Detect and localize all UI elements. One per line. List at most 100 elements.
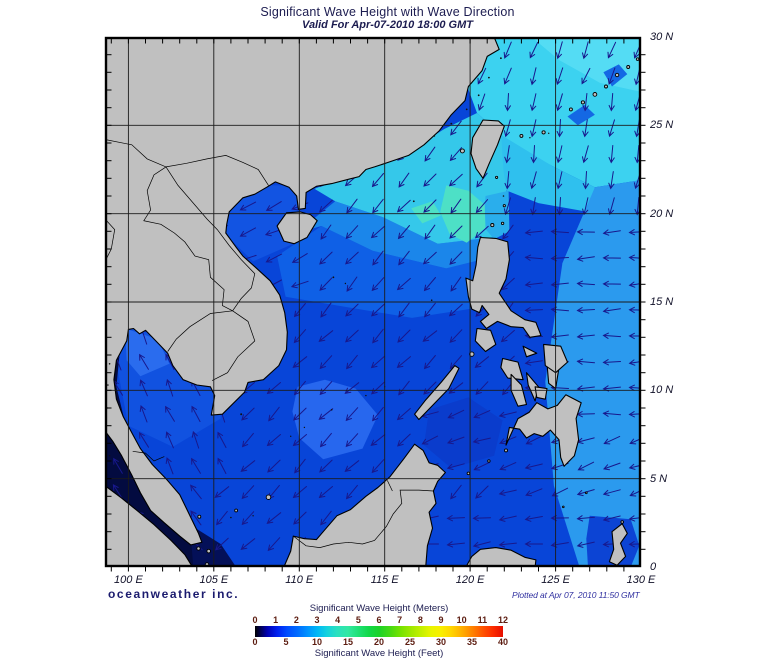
island-tioman — [197, 514, 202, 519]
lat-tick-label: 30 N — [650, 31, 674, 43]
land-sumatra — [105, 485, 194, 567]
islet-scarborough — [430, 299, 433, 302]
feet-tick: 5 — [283, 637, 289, 647]
country-borders — [105, 139, 434, 548]
land-cebu — [525, 372, 540, 402]
feet-tick: 0 — [252, 637, 258, 647]
islet-spratly-1 — [330, 409, 333, 411]
island-ryukyu-3 — [614, 72, 620, 78]
island-batan — [502, 204, 506, 208]
land-hainan — [276, 211, 318, 245]
land-halmahera — [608, 523, 628, 566]
map-plot — [104, 36, 646, 572]
islet-spratly-2 — [303, 426, 306, 429]
wave-height-colorbar — [255, 626, 503, 637]
page-title: Significant Wave Height with Wave Direct… — [260, 5, 515, 19]
meters-tick: 0 — [252, 615, 258, 625]
island-ryukyu-2 — [604, 84, 608, 89]
feet-tick: 20 — [373, 637, 385, 647]
plotted-timestamp: Plotted at Apr 07, 2010 11:50 GMT — [512, 590, 640, 600]
islet-con-dao — [240, 413, 243, 416]
meters-tick: 4 — [335, 615, 341, 625]
land-masses — [105, 37, 640, 567]
island-babuyan-1 — [490, 223, 495, 228]
lon-tick-label: 115 E — [370, 574, 399, 586]
island-anambas — [234, 508, 238, 513]
island-ryukyu-1 — [580, 100, 585, 105]
islet-china-coast-5 — [488, 76, 490, 79]
islet-china-coast-6 — [500, 57, 502, 60]
feet-tick: 35 — [466, 637, 478, 647]
islet-spratly-3 — [290, 435, 292, 437]
land-palawan — [414, 365, 460, 421]
lon-tick-label: 120 E — [455, 574, 485, 586]
island-talaud — [584, 491, 588, 495]
islet-taiwan-east-1 — [529, 137, 531, 139]
islet-mergui-2 — [107, 384, 109, 386]
lat-tick-label: 20 N — [650, 207, 674, 220]
feet-tick: 10 — [311, 637, 323, 647]
islet-taiwan-east-2 — [548, 132, 550, 134]
feet-tick: 40 — [497, 637, 509, 647]
lat-tick-label: 15 N — [650, 296, 674, 308]
lat-tick-label: 5 N — [650, 472, 668, 485]
islet-china-coast-4 — [477, 94, 480, 97]
island-jolo — [487, 459, 491, 463]
lon-tick-label: 125 E — [541, 574, 570, 586]
land-masbate — [522, 345, 538, 358]
land-sulawesi-north-arm — [465, 547, 537, 567]
lon-tick-label: 130 E — [626, 574, 656, 586]
island-batam — [196, 546, 201, 551]
island-miyako — [568, 107, 573, 112]
axis-ticks — [107, 39, 646, 572]
legend-meters-label: Significant Wave Height (Meters) — [309, 603, 449, 614]
meters-tick: 11 — [477, 615, 488, 625]
legend-meters-ticks: 0 1 2 3 4 5 6 7 8 9 10 11 12 — [252, 615, 508, 626]
meters-tick: 7 — [397, 615, 403, 625]
islet-mergui-1 — [108, 363, 111, 365]
island-okinawa — [592, 92, 598, 97]
meters-tick: 10 — [456, 615, 467, 625]
land-mindoro — [474, 327, 497, 353]
island-yonaguni — [519, 133, 524, 138]
lat-tick-label: 0 — [650, 561, 657, 573]
island-penghu — [459, 148, 465, 154]
island-morotai — [620, 520, 624, 524]
legend-feet-label: Significant Wave Height (Feet) — [314, 648, 444, 659]
lat-tick-label: 10 N — [650, 384, 674, 397]
islet-china-coast-2 — [450, 122, 453, 125]
meters-tick: 6 — [376, 615, 382, 625]
land-luzon — [465, 236, 542, 338]
islet-paracel-2 — [344, 282, 347, 285]
islet-spratly-4 — [365, 394, 367, 397]
valid-time-subtitle: Valid For Apr-07-2010 18:00 GMT — [302, 19, 473, 31]
island-calamian — [469, 351, 475, 357]
islet-karimata-1 — [230, 516, 232, 519]
land-mindanao — [505, 394, 582, 467]
meters-tick: 3 — [314, 615, 320, 625]
island-amami — [626, 65, 631, 69]
islet-batanes — [502, 195, 505, 197]
island-ryukyu-4 — [635, 57, 640, 61]
meters-tick: 8 — [417, 615, 423, 625]
lon-tick-label: 100 E — [114, 574, 143, 586]
lon-tick-label: 105 E — [199, 574, 229, 586]
island-sangihe — [562, 505, 565, 509]
island-babuyan-2 — [500, 221, 505, 226]
land-borneo — [283, 443, 446, 567]
island-ishigaki — [541, 130, 546, 135]
island-bintan — [206, 548, 211, 554]
land-bohol — [534, 386, 548, 400]
map-frame — [104, 36, 642, 568]
meters-tick: 1 — [273, 615, 279, 625]
feet-tick: 15 — [342, 637, 354, 647]
land-asia-mainland — [105, 37, 500, 546]
islet-karimata-2 — [252, 515, 254, 517]
meters-tick: 2 — [293, 615, 299, 625]
islet-china-coast-3 — [465, 108, 468, 111]
meters-tick: 5 — [355, 615, 361, 625]
island-natuna — [265, 494, 272, 500]
island-basilan — [504, 448, 508, 453]
feet-tick: 25 — [404, 637, 416, 647]
